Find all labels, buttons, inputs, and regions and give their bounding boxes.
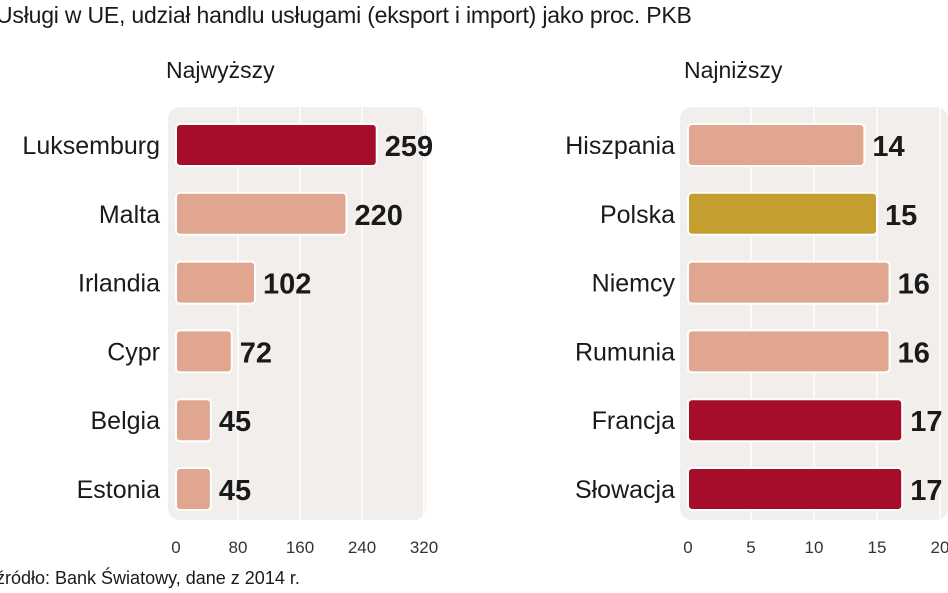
category-label: Estonia xyxy=(77,476,160,504)
x-tick-label: 5 xyxy=(746,538,755,557)
category-label: Cypr xyxy=(107,338,160,366)
value-label: 16 xyxy=(898,337,930,369)
category-label: Francja xyxy=(592,407,675,435)
value-label: 16 xyxy=(898,269,930,301)
value-label: 72 xyxy=(240,337,272,369)
category-label: Rumunia xyxy=(575,338,675,366)
value-label: 17 xyxy=(910,406,942,438)
bar-lowest xyxy=(687,123,866,167)
value-label: 14 xyxy=(872,131,904,163)
category-label: Belgia xyxy=(91,407,161,435)
x-tick-label: 160 xyxy=(286,538,314,557)
panel-background-highest xyxy=(168,107,426,520)
category-label: Luksemburg xyxy=(22,132,160,160)
x-tick-label: 10 xyxy=(805,538,824,557)
category-label: Polska xyxy=(600,201,675,229)
value-label: 45 xyxy=(219,475,251,507)
bar-highest xyxy=(175,398,212,443)
bar-highest xyxy=(175,467,212,511)
x-tick-label: 80 xyxy=(229,538,248,557)
x-tick-label: 0 xyxy=(683,538,692,557)
x-tick-label: 20 xyxy=(931,538,948,557)
category-label: Hiszpania xyxy=(565,132,675,160)
value-label: 15 xyxy=(885,200,917,232)
bar-lowest xyxy=(687,398,904,443)
x-tick-label: 15 xyxy=(868,538,887,557)
value-label: 45 xyxy=(219,406,251,438)
value-label: 17 xyxy=(910,475,942,507)
bar-lowest xyxy=(687,329,891,374)
chart-title: Usługi w UE, udział handlu usługami (eks… xyxy=(0,2,692,28)
category-label: Słowacja xyxy=(575,476,675,504)
value-label: 220 xyxy=(355,200,403,232)
x-tick-label: 240 xyxy=(348,538,376,557)
bar-highest xyxy=(175,123,378,167)
bar-lowest xyxy=(687,191,878,236)
bar-highest xyxy=(175,329,233,374)
bar-highest xyxy=(175,260,257,305)
source-note: źródło: Bank Światowy, dane z 2014 r. xyxy=(0,568,300,588)
category-label: Niemcy xyxy=(592,270,676,298)
x-tick-label: 0 xyxy=(171,538,180,557)
panel-title-highest: Najwyższy xyxy=(166,57,275,83)
panel-title-lowest: Najniższy xyxy=(684,57,783,83)
category-label: Malta xyxy=(99,201,160,229)
x-tick-label: 320 xyxy=(410,538,438,557)
bar-lowest xyxy=(687,260,891,305)
category-label: Irlandia xyxy=(78,270,160,298)
bar-lowest xyxy=(687,467,904,511)
value-label: 102 xyxy=(263,269,311,301)
bar-highest xyxy=(175,191,348,236)
value-label: 259 xyxy=(385,131,433,163)
